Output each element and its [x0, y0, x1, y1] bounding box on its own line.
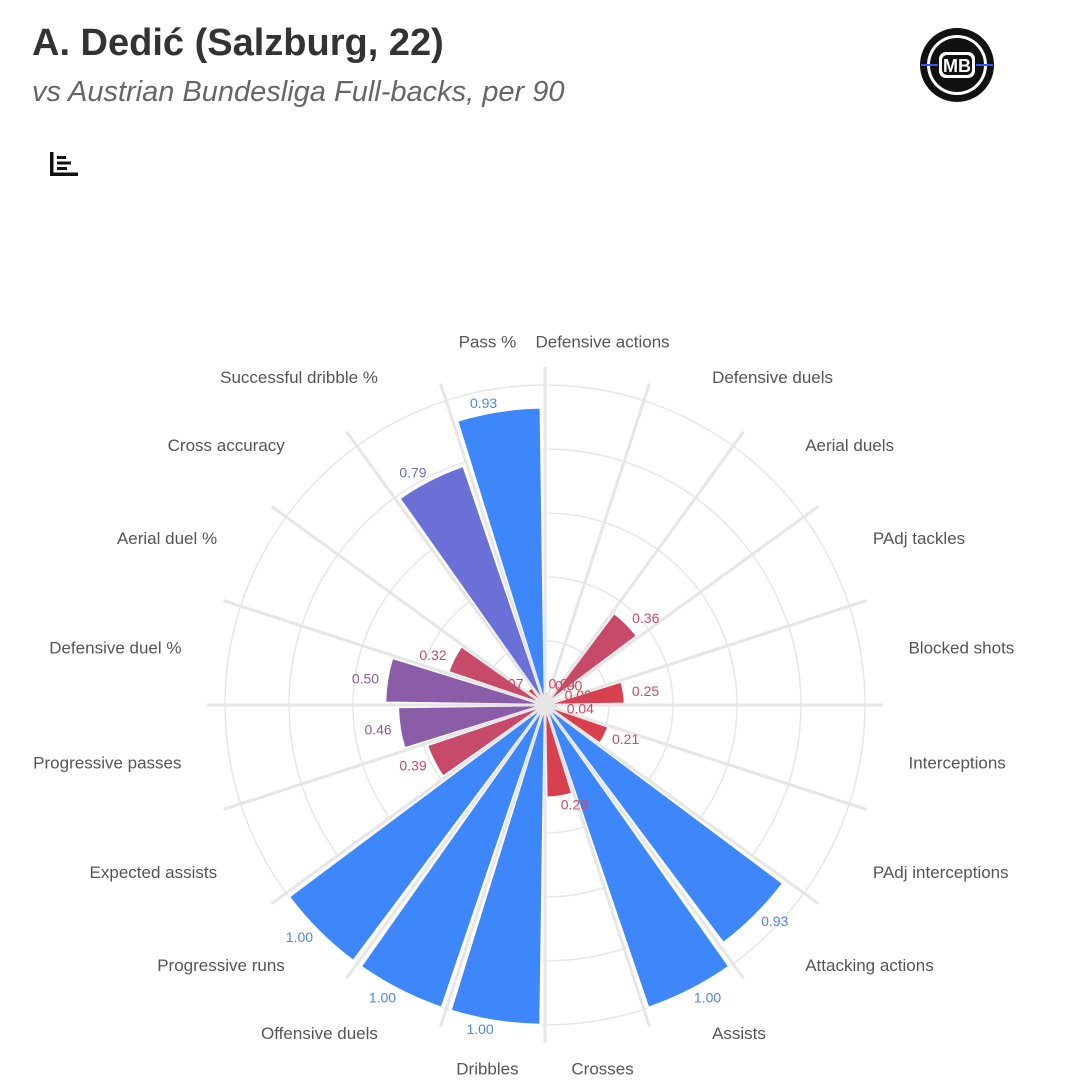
- category-label: Aerial duel %: [117, 529, 217, 548]
- value-label: 0.04: [548, 675, 575, 691]
- chart-bar-successful-dribble-: [397, 464, 547, 706]
- value-label: 1.00: [466, 1021, 493, 1037]
- chart-bar-aerial-duels: [543, 611, 639, 707]
- category-label: Assists: [712, 1024, 766, 1043]
- value-label: 0.50: [352, 671, 379, 687]
- value-label: 0.29: [561, 797, 588, 813]
- grid-spoke: [543, 704, 745, 980]
- value-label: 0.00: [565, 687, 592, 703]
- chart-labels: 0.04 Defensive actions 0.00 Defensive duels…: [33, 333, 1014, 1079]
- chart-bar-dribbles: [448, 704, 547, 1027]
- value-label: 0.79: [399, 465, 426, 481]
- grid-spoke: [345, 430, 547, 706]
- category-label: PAdj interceptions: [873, 863, 1009, 882]
- chart-bar-progressive-runs: [287, 703, 547, 963]
- value-label: 0.32: [419, 647, 446, 663]
- chart-spokes: [207, 367, 883, 1043]
- value-label: 0.21: [612, 731, 639, 747]
- grid-spoke: [544, 703, 867, 811]
- value-label: 1.00: [286, 929, 313, 945]
- grid-spoke: [543, 704, 651, 1027]
- grid-spoke: [345, 704, 547, 980]
- grid-spoke: [223, 599, 546, 707]
- chart-bar-attacking-actions: [543, 703, 786, 946]
- logo-text: MB: [943, 56, 971, 76]
- value-label: 0.04: [567, 700, 594, 716]
- category-label: Expected assists: [90, 863, 218, 882]
- category-label: Aerial duels: [805, 436, 894, 455]
- value-label: 1.00: [369, 989, 396, 1005]
- category-label: PAdj tackles: [873, 529, 965, 548]
- category-label: Defensive duels: [712, 368, 833, 387]
- page-title: A. Dedić (Salzburg, 22): [32, 22, 444, 64]
- category-label: Cross accuracy: [168, 436, 286, 455]
- category-label: Interceptions: [908, 754, 1005, 773]
- category-label: Dribbles: [456, 1059, 518, 1078]
- value-label: 0.93: [761, 913, 788, 929]
- grid-spoke: [270, 505, 546, 707]
- grid-spoke: [543, 383, 651, 706]
- grid-spoke: [223, 703, 546, 811]
- value-label: 0.00: [555, 677, 582, 693]
- chart-bar-pass-: [455, 406, 547, 706]
- page-subtitle: vs Austrian Bundesliga Full-backs, per 9…: [32, 76, 565, 108]
- chart-bar-offensive-duels: [358, 704, 547, 1010]
- grid-spoke: [439, 704, 547, 1027]
- category-label: Offensive duels: [261, 1024, 378, 1043]
- grid-spoke: [544, 599, 867, 707]
- category-label: Pass %: [459, 333, 517, 352]
- chart-bar-expected-assists: [425, 703, 546, 779]
- category-label: Defensive duel %: [49, 638, 181, 657]
- category-label: Defensive actions: [535, 333, 669, 352]
- category-label: Progressive passes: [33, 754, 181, 773]
- value-label: 1.00: [694, 989, 721, 1005]
- value-label: 0.07: [496, 676, 523, 692]
- mb-logo-icon: MB: [920, 28, 994, 102]
- value-label: 0.93: [470, 395, 497, 411]
- chart-bar-assists: [543, 704, 732, 1010]
- grid-spoke: [439, 383, 547, 706]
- value-label: 0.25: [632, 683, 659, 699]
- value-label: 0.36: [632, 610, 659, 626]
- category-label: Crosses: [571, 1059, 633, 1078]
- value-label: 0.46: [364, 721, 391, 737]
- value-label: 0.39: [399, 757, 426, 773]
- grid-spoke: [544, 703, 820, 905]
- category-label: Successful dribble %: [220, 368, 378, 387]
- category-label: Blocked shots: [908, 638, 1014, 657]
- category-label: Progressive runs: [157, 956, 285, 975]
- category-label: Attacking actions: [805, 956, 934, 975]
- grid-spoke: [270, 703, 546, 905]
- chart-bars: [287, 406, 786, 1027]
- grid-spoke: [544, 505, 820, 707]
- bar-chart-menu-icon[interactable]: [48, 150, 80, 180]
- grid-spoke: [543, 430, 745, 706]
